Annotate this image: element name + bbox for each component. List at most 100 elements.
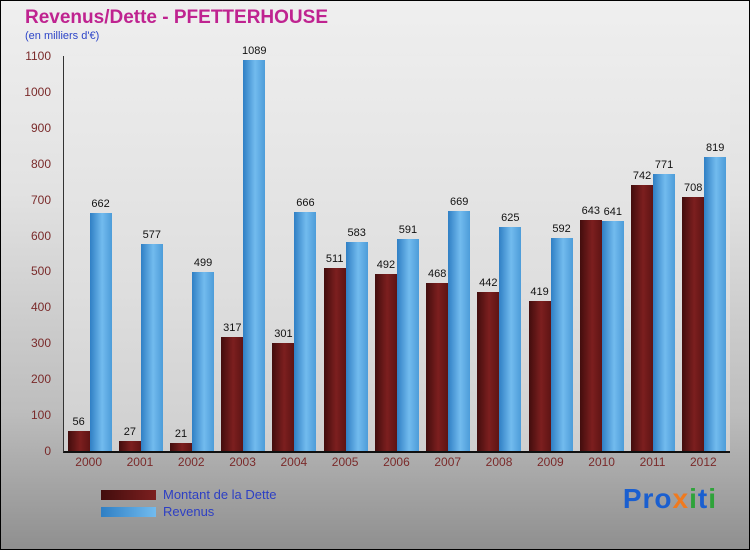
legend: Montant de la Dette Revenus <box>101 487 277 522</box>
bar-dette-2000: 56 <box>67 416 90 451</box>
bar-value-label: 771 <box>654 159 674 171</box>
bar-value-label: 21 <box>174 428 188 440</box>
bar-revenus-2004: 666 <box>294 197 317 451</box>
bar-value-label: 492 <box>376 259 396 271</box>
y-tick-label: 700 <box>30 192 51 207</box>
bar-group-2000: 56 662 <box>67 56 112 451</box>
x-tick-label: 2003 <box>229 455 256 469</box>
bar-value-label: 27 <box>123 426 136 438</box>
bar-value-label: 708 <box>684 182 703 194</box>
logo-letter: P <box>622 483 643 514</box>
bar-group-2012: 708 819 <box>682 56 727 451</box>
bar-value-label: 662 <box>91 198 110 210</box>
x-tick-label: 2007 <box>434 455 462 469</box>
x-tick-label: 2006 <box>383 455 410 469</box>
bar-revenus-2002: 499 <box>192 257 215 451</box>
bar-revenus-2003: 1089 <box>242 45 267 451</box>
logo-letter: i <box>708 483 717 514</box>
bar-dette-2005: 511 <box>323 253 346 451</box>
y-tick-label: 900 <box>30 120 51 135</box>
logo-letter: x <box>672 483 690 514</box>
bar-value-label: 742 <box>632 170 652 182</box>
bar-value-label: 301 <box>274 328 293 340</box>
y-tick-label: 1000 <box>24 84 51 99</box>
y-tick-label: 100 <box>30 408 51 423</box>
bar-value-label: 317 <box>223 322 242 334</box>
y-tick-label: 500 <box>30 264 51 279</box>
x-tick-label: 2009 <box>536 455 564 469</box>
bar-group-2008: 442 625 <box>477 56 522 451</box>
bar-group-2010: 643 641 <box>579 56 624 451</box>
bar-value-label: 1089 <box>242 45 267 57</box>
bar-dette-2010: 643 <box>579 205 602 451</box>
bar-dette-2011: 742 <box>631 170 654 451</box>
bar-value-label: 442 <box>479 277 498 289</box>
bar-value-label: 583 <box>347 227 366 239</box>
x-tick-label: 2011 <box>639 455 666 469</box>
x-tick-label: 2012 <box>689 455 717 469</box>
y-axis: 0 100 200 300 400 500 600 700 800 900 1000 1100 <box>1 49 57 458</box>
logo-letter: o <box>654 483 673 514</box>
bar-group-2005: 511 583 <box>323 56 368 451</box>
bar-value-label: 643 <box>581 205 600 217</box>
chart-title: Revenus/Dette - PFETTERHOUSE <box>25 7 328 28</box>
proxiti-logo[interactable]: Proxiti <box>623 483 717 515</box>
plot-area: 56 662 27 577 21 499 317 1089 301 666 511 583 492 591… <box>63 45 730 453</box>
bar-group-2001: 27 577 <box>118 56 163 451</box>
x-tick-label: 2005 <box>331 455 359 469</box>
bar-revenus-2010: 641 <box>601 206 624 451</box>
bar-value-label: 591 <box>398 224 418 236</box>
legend-item: Revenus <box>101 504 276 519</box>
bar-value-label: 819 <box>706 142 725 154</box>
y-tick-label: 800 <box>30 156 51 171</box>
logo-letter: t <box>697 483 709 514</box>
bar-revenus-2005: 583 <box>345 227 368 451</box>
bar-value-label: 468 <box>427 268 447 280</box>
bar-value-label: 577 <box>142 229 162 241</box>
bar-value-label: 669 <box>449 196 469 208</box>
x-axis: 2000 2001 2002 2003 2004 2005 2006 2007 2008 2009… <box>63 455 729 469</box>
bar-revenus-2000: 662 <box>89 198 112 451</box>
bar-dette-2002: 21 <box>170 428 193 451</box>
y-tick-label: 300 <box>30 336 51 351</box>
bar-value-label: 499 <box>193 257 213 269</box>
x-tick-label: 2001 <box>126 455 154 469</box>
bar-group-2009: 419 592 <box>528 56 573 451</box>
bar-group-2007: 468 669 <box>426 56 471 451</box>
bar-revenus-2008: 625 <box>499 212 522 451</box>
bar-dette-2003: 317 <box>221 322 244 451</box>
bar-dette-2012: 708 <box>682 182 705 451</box>
legend-swatch <box>101 506 156 517</box>
bar-value-label: 592 <box>552 223 571 235</box>
y-tick-label: 600 <box>30 228 51 243</box>
bar-revenus-2009: 592 <box>550 223 573 451</box>
bar-revenus-2006: 591 <box>396 224 419 451</box>
legend-label: Montant de la Dette <box>163 487 277 502</box>
x-tick-label: 2004 <box>280 455 308 469</box>
bar-value-label: 511 <box>325 253 344 265</box>
bar-group-2006: 492 591 <box>374 56 419 451</box>
y-tick-label: 400 <box>30 300 51 315</box>
bar-dette-2006: 492 <box>374 259 397 451</box>
logo-letter: i <box>689 483 698 514</box>
bar-group-2011: 742 771 <box>631 56 676 451</box>
y-tick-label: 1100 <box>25 49 51 63</box>
bar-value-label: 666 <box>296 197 315 209</box>
bar-dette-2009: 419 <box>528 286 551 451</box>
bar-value-label: 625 <box>501 212 520 224</box>
bar-group-2002: 21 499 <box>170 56 215 451</box>
logo-letter: r <box>642 483 655 514</box>
bar-group-2004: 301 666 <box>272 56 317 451</box>
x-tick-label: 2010 <box>588 455 615 469</box>
x-tick-label: 2002 <box>177 455 205 469</box>
legend-item: Montant de la Dette <box>101 487 277 502</box>
bar-revenus-2001: 577 <box>140 229 163 451</box>
bar-dette-2008: 442 <box>477 277 500 451</box>
y-tick-label: 0 <box>44 444 51 458</box>
bar-revenus-2011: 771 <box>653 159 676 451</box>
bar-dette-2001: 27 <box>118 426 141 451</box>
bar-dette-2004: 301 <box>272 328 295 451</box>
bar-value-label: 56 <box>72 416 85 428</box>
bar-value-label: 419 <box>530 286 549 298</box>
